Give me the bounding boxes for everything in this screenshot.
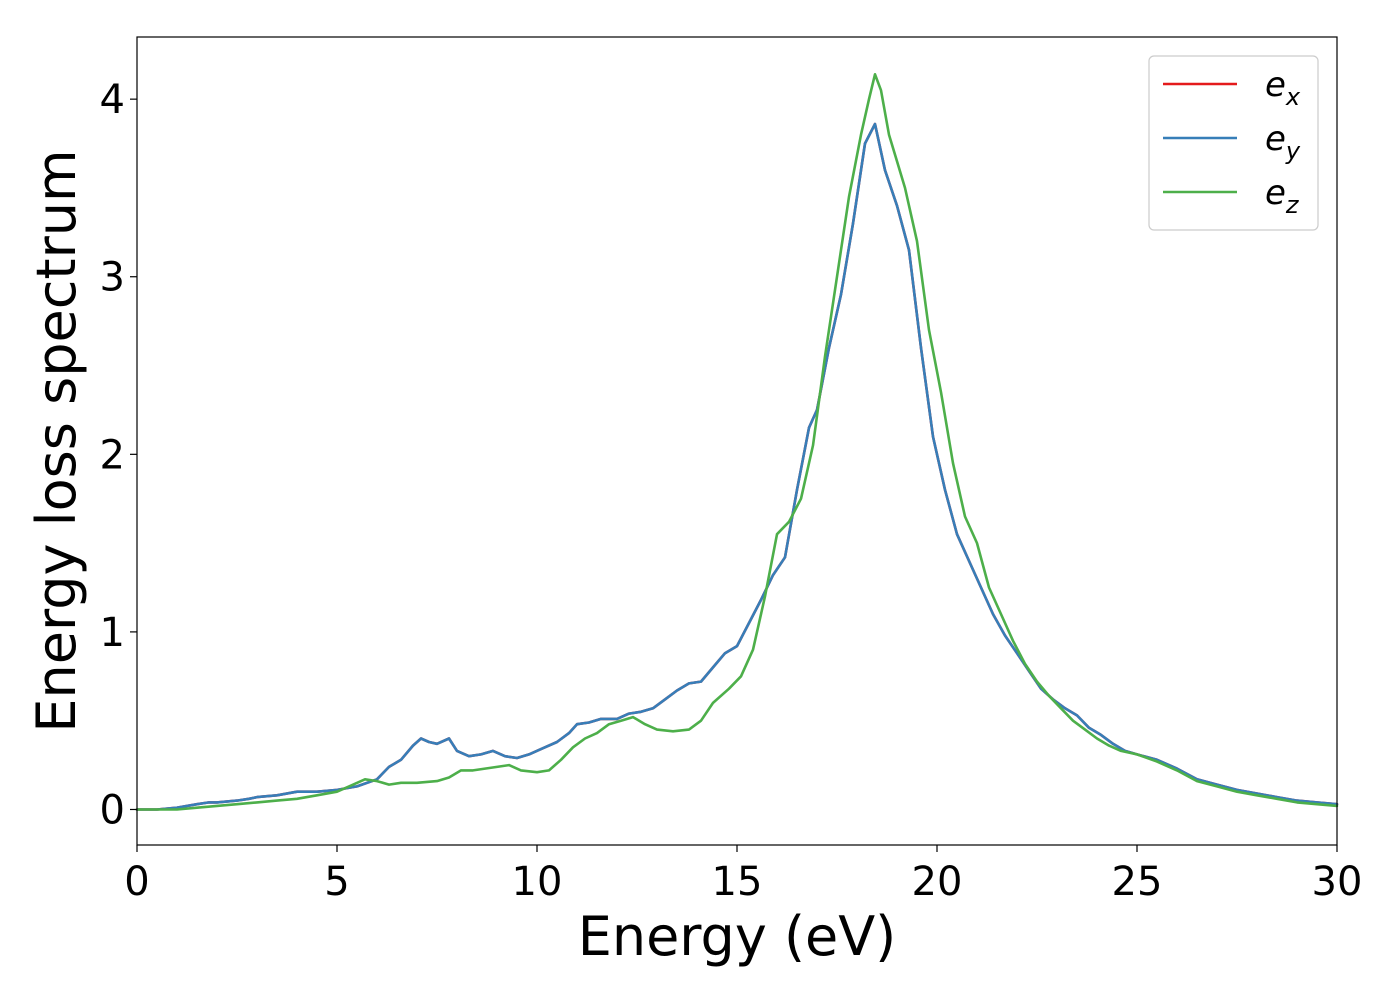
- x-tick-label: 20: [912, 859, 963, 905]
- y-tick-label: 1: [100, 610, 125, 656]
- x-tick-label: 5: [324, 859, 349, 905]
- x-tick-label: 0: [124, 859, 149, 905]
- y-tick-label: 4: [100, 77, 125, 123]
- y-tick-label: 3: [100, 255, 125, 301]
- legend-box: [1148, 55, 1319, 231]
- x-tick-label: 25: [1112, 859, 1163, 905]
- y-axis-label: Energy loss spectrum: [25, 149, 88, 732]
- y-tick-label: 0: [100, 787, 125, 833]
- series-line-ez: [135, 73, 1339, 811]
- plot-background: [137, 37, 1337, 845]
- y-tick-label: 2: [100, 432, 125, 478]
- x-axis-label: Energy (eV): [578, 905, 897, 968]
- series-line-ey: [135, 122, 1339, 811]
- y-axis-ticks: 0 1 2 3 4: [100, 77, 137, 833]
- x-axis-ticks: 0 5 10 15 20 25 30: [124, 845, 1362, 905]
- x-tick-label: 10: [512, 859, 563, 905]
- x-tick-label: 15: [712, 859, 763, 905]
- series-layer: [135, 73, 1339, 811]
- x-tick-label: 30: [1312, 859, 1363, 905]
